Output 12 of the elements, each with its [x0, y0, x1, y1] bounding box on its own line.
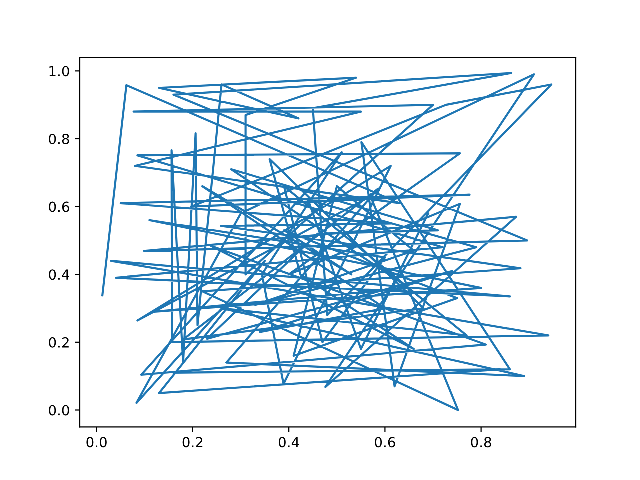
y-tick-label: 0.6 — [49, 202, 70, 212]
x-tick-label: 0.4 — [278, 437, 300, 448]
x-tick-label: 0.2 — [182, 437, 203, 448]
line-series — [102, 72, 553, 412]
y-tick-label: 0.2 — [49, 337, 69, 348]
y-tick-label: 0.4 — [49, 270, 70, 280]
x-tick-label: 0.0 — [86, 437, 107, 448]
y-tick-label: 0.0 — [49, 405, 70, 416]
x-tick-label: 0.6 — [375, 437, 396, 448]
x-tick-label: 0.8 — [471, 437, 492, 448]
y-tick-label: 1.0 — [50, 66, 70, 77]
y-tick-label: 0.8 — [49, 134, 70, 144]
